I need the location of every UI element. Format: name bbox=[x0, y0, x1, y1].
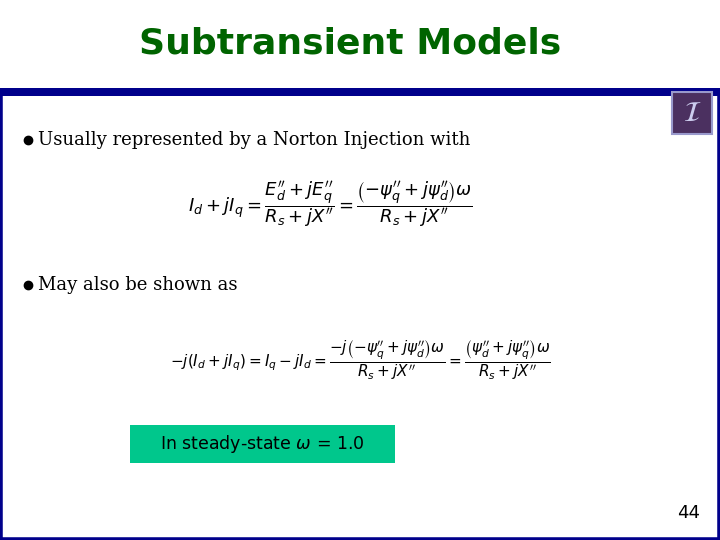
Text: In steady-state $\omega$ = 1.0: In steady-state $\omega$ = 1.0 bbox=[161, 433, 365, 455]
Bar bbox=[130, 425, 395, 463]
Text: May also be shown as: May also be shown as bbox=[38, 276, 238, 294]
Text: $-j\left(I_d + jI_q\right) = I_q - jI_d = \dfrac{-j\left(-\psi_q^{\prime\prime} : $-j\left(I_d + jI_q\right) = I_q - jI_d … bbox=[169, 338, 551, 382]
Bar bbox=[0, 0, 720, 88]
Text: $\mathcal{I}$: $\mathcal{I}$ bbox=[683, 99, 701, 127]
Text: $I_d + jI_q = \dfrac{E_d^{\prime\prime} + jE_q^{\prime\prime}}{R_s + jX^{\prime\: $I_d + jI_q = \dfrac{E_d^{\prime\prime} … bbox=[188, 180, 472, 230]
Text: Usually represented by a Norton Injection with: Usually represented by a Norton Injectio… bbox=[38, 131, 470, 149]
Text: Subtransient Models: Subtransient Models bbox=[139, 27, 561, 61]
Bar bbox=[0, 88, 720, 96]
Text: 44: 44 bbox=[677, 504, 700, 522]
Bar bbox=[672, 92, 712, 134]
